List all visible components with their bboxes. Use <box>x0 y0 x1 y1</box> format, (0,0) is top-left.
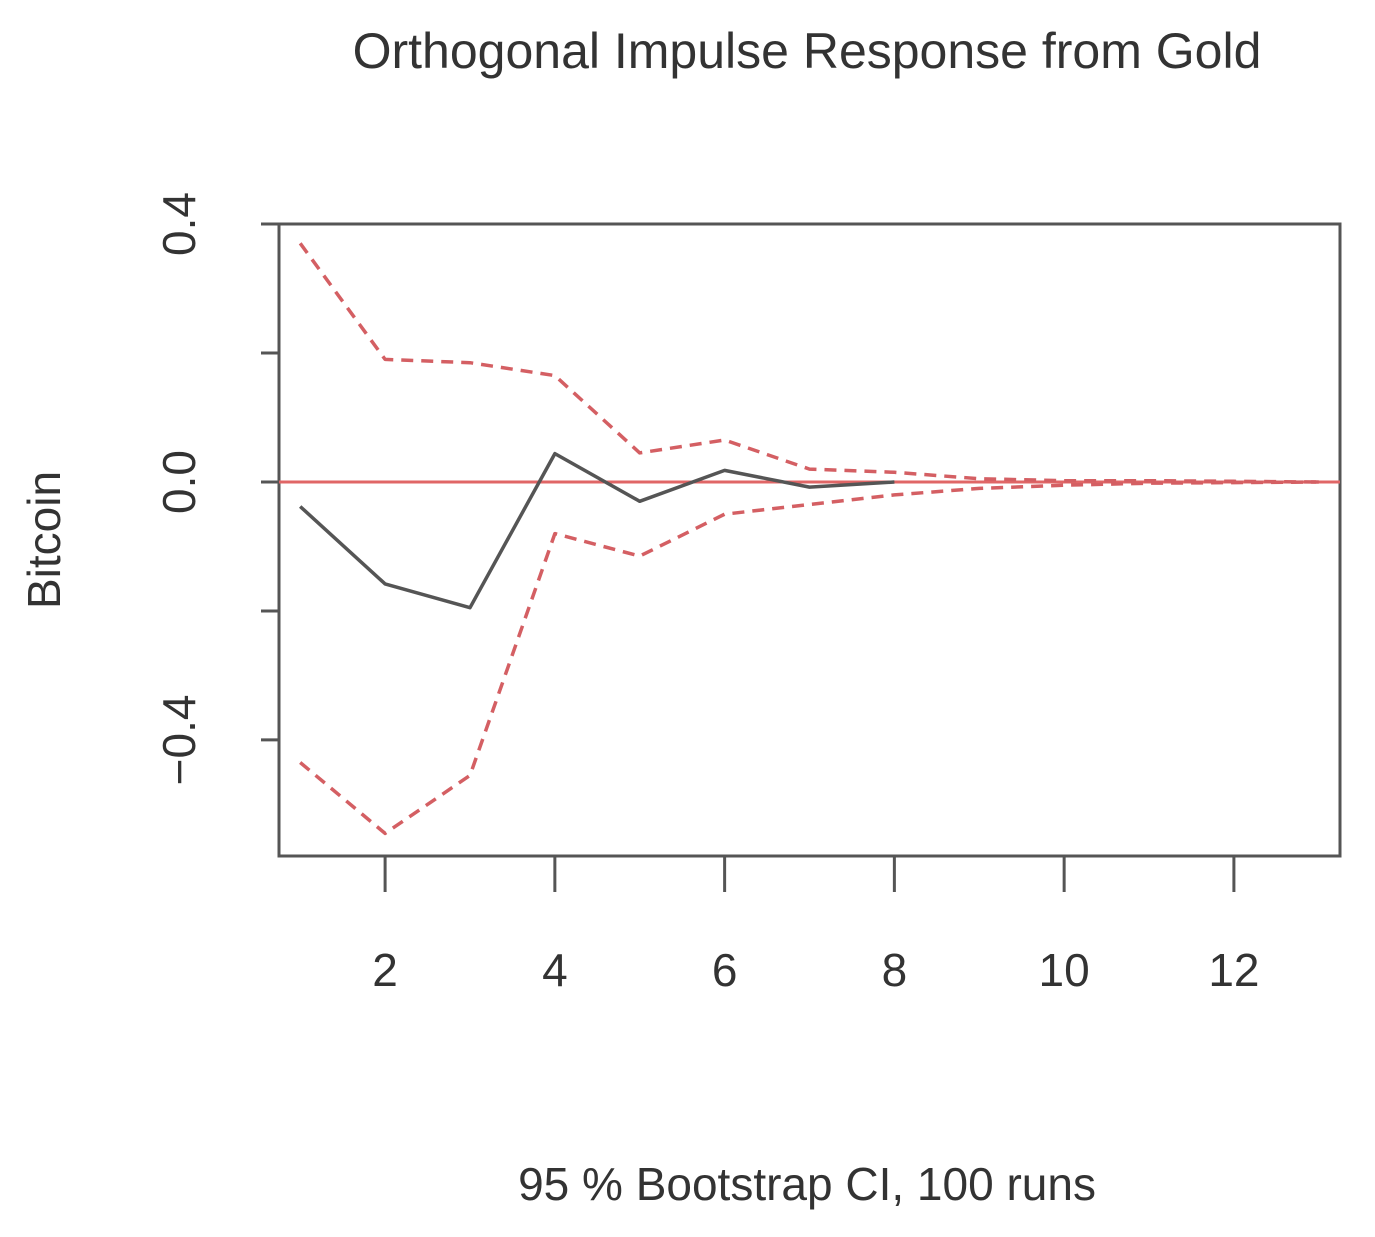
x-tick-label: 12 <box>1208 944 1259 996</box>
y-tick-label: 0.0 <box>153 450 205 514</box>
y-axis: −0.4 0.0 0.4 <box>153 192 279 785</box>
x-axis-label: 95 % Bootstrap CI, 100 runs <box>518 1158 1096 1210</box>
x-tick-label: 4 <box>542 944 568 996</box>
y-tick-label: −0.4 <box>153 695 205 786</box>
y-axis-label: Bitcoin <box>18 471 70 609</box>
series-layer <box>298 242 1319 836</box>
y-tick-label: 0.4 <box>153 192 205 256</box>
plot-frame <box>277 222 1342 858</box>
response-line <box>299 451 895 610</box>
ci-band-line-1 <box>298 242 1319 484</box>
x-tick-label: 2 <box>372 944 398 996</box>
x-tick-label: 6 <box>712 944 738 996</box>
ci-band-line-2 <box>299 480 1319 836</box>
x-tick-label: 10 <box>1039 944 1090 996</box>
x-tick-label: 8 <box>882 944 908 996</box>
x-axis: 2 4 6 8 10 12 <box>372 856 1259 996</box>
chart-title: Orthogonal Impulse Response from Gold <box>353 23 1262 79</box>
